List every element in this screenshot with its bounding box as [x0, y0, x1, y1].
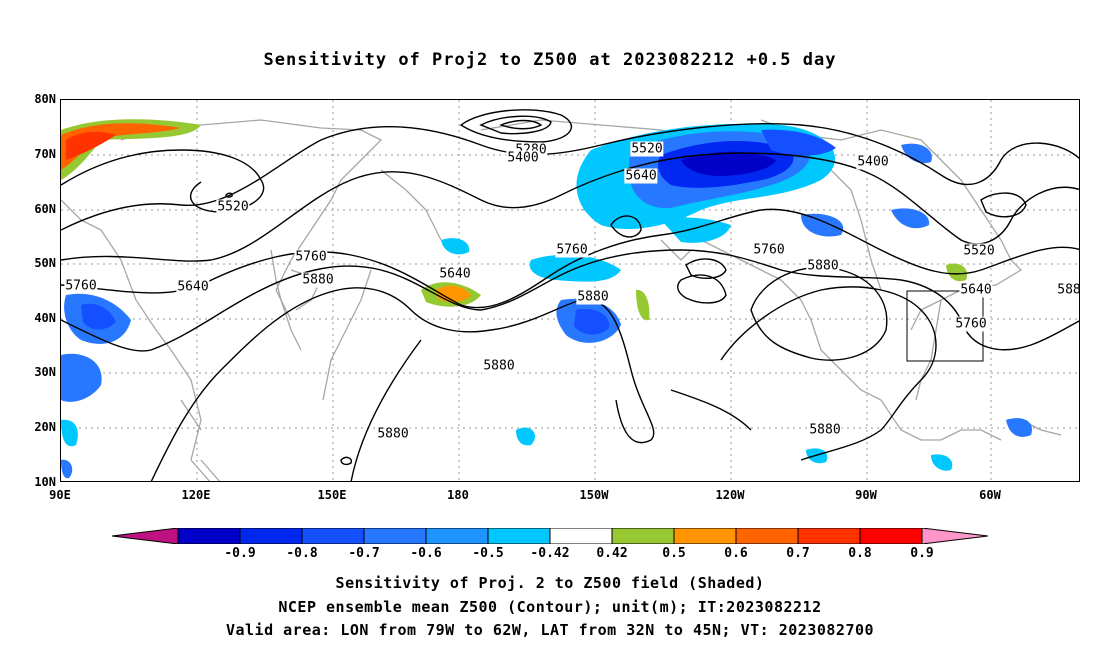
colorbar-tick-label: -0.7	[348, 546, 380, 561]
lat-label: 40N	[34, 311, 56, 325]
contour-label: 5880	[376, 426, 410, 442]
lon-label: 120W	[715, 488, 745, 502]
caption-line-3: Valid area: LON from 79W to 62W, LAT fro…	[225, 621, 875, 639]
contour-label: 5640	[959, 282, 993, 298]
colorbar-swatch	[859, 528, 923, 544]
lat-label: 70N	[34, 147, 56, 161]
lat-label: 10N	[34, 475, 56, 489]
colorbar-tick-label: 0.42	[596, 546, 628, 561]
colorbar-swatch	[363, 528, 427, 544]
lat-label: 50N	[34, 256, 56, 270]
colorbar-high-extension	[921, 528, 988, 544]
map-svg	[61, 100, 1079, 481]
contour-label: 5760	[752, 242, 786, 258]
contour-label: 5400	[506, 150, 540, 166]
caption-line-1: Sensitivity of Proj. 2 to Z500 field (Sh…	[335, 574, 765, 592]
colorbar-tick-label: -0.9	[224, 546, 256, 561]
lon-label: 150E	[317, 488, 347, 502]
lon-label: 150W	[579, 488, 609, 502]
colorbar-tick-label: 0.5	[662, 546, 686, 561]
colorbar-tick-label: 0.9	[910, 546, 934, 561]
colorbar-swatch	[177, 528, 241, 544]
lon-label: 180	[447, 488, 469, 502]
lon-label: 120E	[181, 488, 211, 502]
colorbar-swatch	[239, 528, 303, 544]
colorbar	[112, 528, 988, 544]
lat-label: 60N	[34, 202, 56, 216]
contour-label: 5760	[294, 249, 328, 265]
chart-title: Sensitivity of Proj2 to Z500 at 20230822…	[263, 50, 837, 70]
map-panel: 5280 5400 5520 5400 5640 5520 5760 5880 …	[60, 99, 1080, 482]
colorbar-tick-label: -0.6	[410, 546, 442, 561]
contour-label: 5760	[64, 278, 98, 294]
contour-label: 5640	[176, 279, 210, 295]
lon-label: 90W	[855, 488, 877, 502]
contour-label: 5760	[555, 242, 589, 258]
contour-label: 588	[1056, 282, 1080, 298]
colorbar-tick-label: -0.5	[472, 546, 504, 561]
colorbar-tick-label: -0.42	[530, 546, 570, 561]
colorbar-swatch	[673, 528, 737, 544]
contour-label: 5880	[482, 358, 516, 374]
colorbar-tick-label: -0.8	[286, 546, 318, 561]
caption-line-2: NCEP ensemble mean Z500 (Contour); unit(…	[278, 598, 822, 616]
contour-label: 5520	[962, 243, 996, 259]
contour-label: 5640	[438, 266, 472, 282]
contour-label: 5640	[624, 168, 658, 184]
colorbar-tick-label: 0.7	[786, 546, 810, 561]
contour-label: 5880	[806, 258, 840, 274]
contour-label: 5400	[856, 154, 890, 170]
colorbar-swatch	[487, 528, 551, 544]
lon-label: 60W	[979, 488, 1001, 502]
colorbar-tick-label: 0.8	[848, 546, 872, 561]
contour-label: 5760	[954, 316, 988, 332]
colorbar-swatch	[301, 528, 365, 544]
lat-label: 80N	[34, 92, 56, 106]
colorbar-svg	[112, 528, 988, 544]
contour-label: 5520	[216, 199, 250, 215]
contour-label: 5880	[301, 272, 335, 288]
contour-label: 5520	[630, 141, 664, 157]
colorbar-swatch	[611, 528, 675, 544]
colorbar-swatch	[549, 528, 613, 544]
contour-label: 5880	[576, 289, 610, 305]
colorbar-low-extension	[112, 528, 179, 544]
colorbar-tick-label: 0.6	[724, 546, 748, 561]
contour-label: 5880	[808, 422, 842, 438]
colorbar-swatch	[425, 528, 489, 544]
colorbar-swatch	[735, 528, 799, 544]
z500-contours	[61, 109, 1079, 481]
lat-label: 20N	[34, 420, 56, 434]
lon-label: 90E	[49, 488, 71, 502]
colorbar-swatch	[797, 528, 861, 544]
lat-label: 30N	[34, 365, 56, 379]
